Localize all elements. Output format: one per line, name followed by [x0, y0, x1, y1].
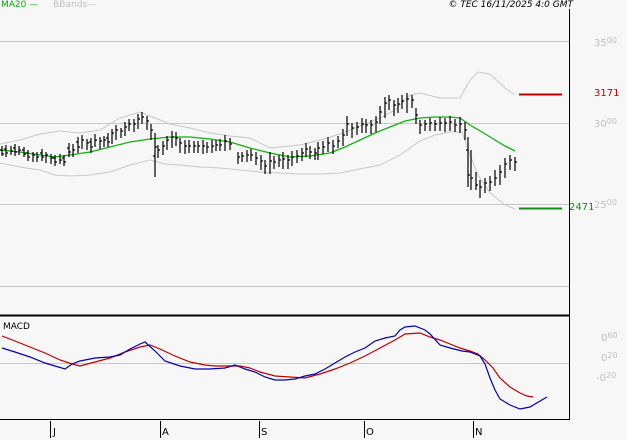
bbands-lower-line: [0, 131, 516, 210]
macd-signal-line: [1, 332, 534, 398]
month-label-sep: S: [261, 427, 268, 438]
month-label-oct: O: [366, 427, 374, 438]
month-ticks: [50, 421, 474, 438]
price-label-3500: 3500: [594, 36, 617, 49]
legend-bbands-swatch: —: [87, 0, 97, 10]
support-label: 2471: [569, 202, 595, 213]
resistance-label: 3171: [594, 88, 620, 99]
macd-title: MACD: [3, 322, 30, 332]
bbands-upper-line: [0, 71, 516, 149]
chart-legend: MA20 — BBands—: [1, 0, 96, 10]
copyright-timestamp: © TEC 16/11/2025 4:0 GMT: [448, 0, 573, 10]
month-label-jul: J: [53, 427, 56, 438]
legend-ma20: MA20: [1, 0, 27, 10]
price-bars: [0, 93, 517, 198]
price-gridlines: [0, 41, 569, 287]
macd-label-060: 060: [601, 331, 618, 344]
legend-ma20-swatch: —: [26, 0, 39, 10]
macd-label-020: 020: [601, 351, 618, 364]
macd-line: [1, 325, 548, 410]
month-label-nov: N: [475, 427, 483, 438]
legend-bbands: BBands: [53, 0, 88, 10]
price-label-2500: 2500: [594, 198, 617, 211]
macd-label-neg020: -020: [596, 371, 617, 384]
ma20-line: [0, 116, 516, 158]
month-label-aug: A: [162, 427, 169, 438]
price-label-3000: 3000: [594, 117, 617, 130]
